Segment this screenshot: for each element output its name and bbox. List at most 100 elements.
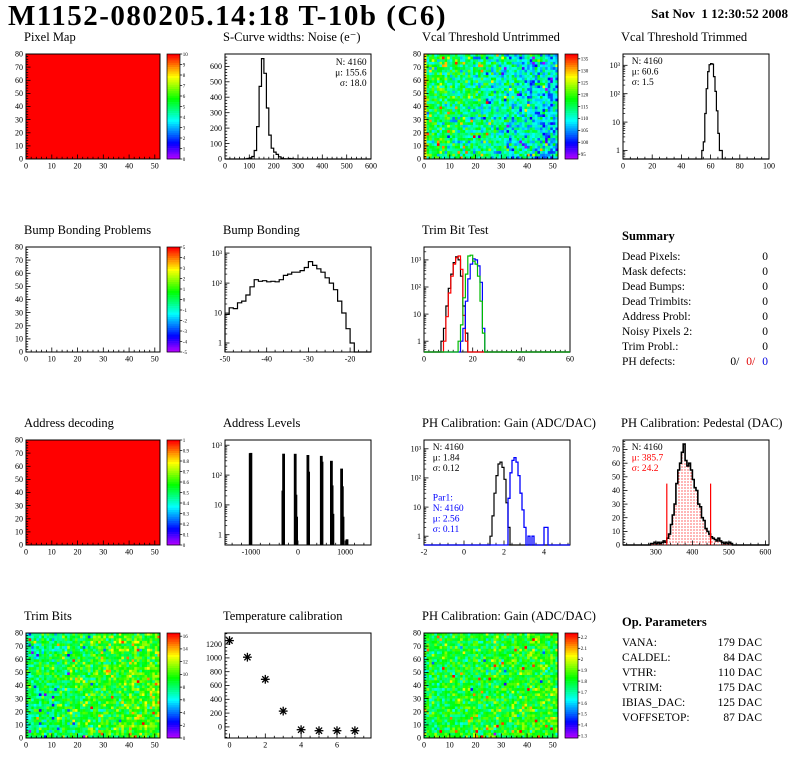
svg-text:0: 0 [19, 541, 23, 550]
svg-text:60: 60 [707, 162, 715, 171]
summary-body: Dead Pixels:0 Mask defects:0 Dead Bumps:… [622, 250, 768, 370]
svg-text:σ: 0.12: σ: 0.12 [433, 464, 460, 474]
summary-label: Dead Trimbits: [622, 295, 691, 310]
svg-text:300: 300 [210, 108, 222, 117]
summary-label: Dead Pixels: [622, 250, 680, 265]
svg-text:40: 40 [523, 162, 531, 171]
svg-text:70: 70 [15, 449, 23, 458]
svg-text:-2: -2 [183, 319, 188, 324]
op-parameter-row: IBIAS_DAC:125 DAC [622, 696, 762, 711]
summary-value: 0 [762, 310, 768, 325]
plot-title: Trim Bits [24, 610, 199, 623]
summary-row: Address Probl: 0 [622, 310, 768, 325]
plot-title: Bump Bonding Problems [24, 224, 199, 237]
svg-text:0: 0 [422, 355, 426, 364]
svg-text:-1000: -1000 [242, 548, 261, 557]
svg-text:80: 80 [15, 436, 23, 445]
svg-text:20: 20 [648, 162, 656, 171]
svg-text:600: 600 [210, 62, 222, 71]
svg-text:50: 50 [151, 162, 159, 171]
plot-title: PH Calibration: Gain (ADC/DAC) [422, 417, 597, 430]
summary-title: Summary [622, 229, 796, 244]
svg-text:40: 40 [413, 102, 421, 111]
svg-text:10³: 10³ [212, 441, 223, 450]
svg-text:-4: -4 [183, 340, 188, 345]
svg-text:-50: -50 [220, 355, 231, 364]
svg-text:40: 40 [125, 162, 133, 171]
op-parameter-row: VOFFSETOP:87 DAC [622, 711, 762, 726]
ph-defects-red: 0/ [746, 355, 755, 370]
svg-text:0: 0 [19, 155, 23, 164]
svg-text:10²: 10² [411, 283, 422, 292]
svg-text:4: 4 [183, 256, 186, 261]
op-parameter-label: VTRIM: [622, 681, 662, 696]
summary-label: PH defects: [622, 355, 675, 370]
summary-label: Address Probl: [622, 310, 691, 325]
svg-text:80: 80 [736, 162, 744, 171]
svg-text:10: 10 [214, 309, 222, 318]
op-parameter-label: VOFFSETOP: [622, 711, 690, 726]
svg-text:30: 30 [612, 500, 620, 509]
op-parameter-value: 175 DAC [718, 681, 762, 696]
summary-value: 0 [762, 295, 768, 310]
svg-text:70: 70 [15, 63, 23, 72]
svg-text:10: 10 [15, 142, 23, 151]
plot-title: S-Curve widths: Noise (e⁻) [223, 31, 398, 44]
svg-text:0: 0 [616, 541, 620, 550]
svg-text:30: 30 [15, 115, 23, 124]
svg-text:1: 1 [183, 288, 186, 293]
summary-value: 0 [762, 250, 768, 265]
svg-text:-1: -1 [183, 309, 188, 314]
svg-text:50: 50 [151, 548, 159, 557]
summary-row-ph-defects: PH defects: 0/ 0/ 0 [622, 355, 768, 370]
svg-text:-40: -40 [261, 355, 272, 364]
svg-text:0: 0 [621, 162, 625, 171]
op-parameter-label: IBIAS_DAC: [622, 696, 685, 711]
svg-text:80: 80 [413, 50, 421, 59]
svg-text:10: 10 [612, 118, 620, 127]
op-parameter-value: 84 DAC [723, 651, 762, 666]
svg-text:10³: 10³ [411, 445, 422, 454]
svg-text:4: 4 [542, 548, 546, 557]
ph-defects-values: 0/ 0/ 0 [730, 355, 768, 370]
svg-text:600: 600 [365, 162, 377, 171]
op-parameter-row: VANA:179 DAC [622, 636, 762, 651]
svg-text:200: 200 [268, 162, 280, 171]
svg-text:50: 50 [15, 282, 23, 291]
svg-text:105: 105 [581, 129, 589, 134]
svg-text:1: 1 [417, 532, 421, 541]
svg-text:50: 50 [151, 355, 159, 364]
svg-text:0.3: 0.3 [183, 512, 190, 517]
svg-text:10: 10 [413, 503, 421, 512]
svg-text:40: 40 [517, 355, 525, 364]
svg-text:500: 500 [210, 78, 222, 87]
svg-text:30: 30 [99, 355, 107, 364]
plot-title: Bump Bonding [223, 224, 398, 237]
svg-text:μ: 385.7: μ: 385.7 [632, 454, 664, 464]
svg-text:30: 30 [99, 548, 107, 557]
summary-row: Dead Pixels: 0 [622, 250, 768, 265]
svg-text:70: 70 [15, 256, 23, 265]
svg-text:30: 30 [15, 501, 23, 510]
plot-title: Trim Bit Test [422, 224, 597, 237]
svg-text:10: 10 [446, 162, 454, 171]
op-parameter-label: CALDEL: [622, 651, 671, 666]
svg-text:3: 3 [183, 267, 186, 272]
svg-text:20: 20 [612, 513, 620, 522]
svg-text:N: 4160: N: 4160 [336, 58, 367, 68]
svg-text:30: 30 [497, 162, 505, 171]
ph-defects-black: 0/ [730, 355, 739, 370]
svg-text:40: 40 [15, 102, 23, 111]
svg-text:100: 100 [763, 162, 775, 171]
plot-title: PH Calibration: Pedestal (DAC) [621, 417, 796, 430]
